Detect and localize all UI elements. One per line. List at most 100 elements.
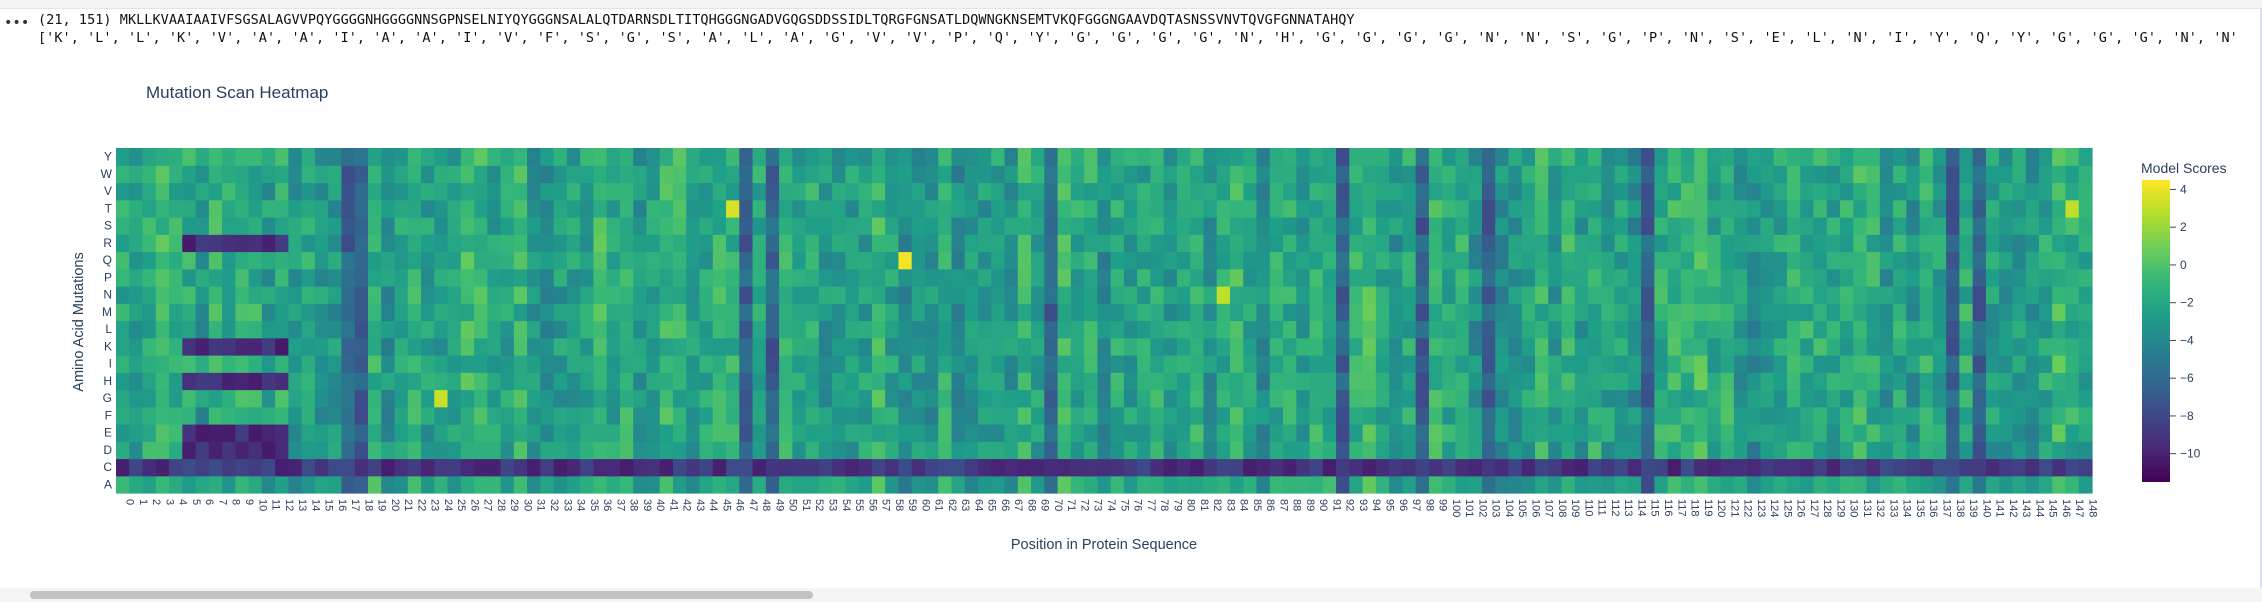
heatmap-cell [805,268,820,287]
heatmap-cell [1375,251,1390,270]
heatmap-cell [1389,165,1403,184]
heatmap-cell [1932,199,1947,218]
heatmap-cell [261,303,276,322]
heatmap-cell [832,199,846,218]
heatmap-cell [1946,182,1960,201]
heatmap-cell [1972,268,1987,287]
heatmap-cell [1349,217,1364,235]
heatmap-cell [1110,458,1125,477]
heatmap-cell [1906,320,1921,339]
heatmap-cell [1256,199,1271,218]
heatmap-cell [739,182,754,201]
heatmap-cell [1694,286,1709,304]
y-tick-label: G [103,391,112,405]
x-tick-label: 72 [1078,499,1090,511]
heatmap-cell [1561,286,1576,304]
heatmap-cell [1919,337,1934,356]
x-tick-label: 76 [1132,499,1144,511]
heatmap-cell [434,389,449,408]
heatmap-cell [116,286,130,304]
heatmap-cell [1442,303,1457,322]
heatmap-cell [1495,372,1510,391]
heatmap-cell [1296,199,1311,218]
heatmap-cell [1455,268,1470,287]
heatmap-cell [1031,165,1045,184]
heatmap-cell [1946,217,1960,235]
heatmap-cell [1176,372,1191,391]
heatmap-cell [1773,165,1788,184]
heatmap-cell [1044,286,1059,304]
heatmap-cell [1840,234,1854,253]
heatmap-cell [1229,303,1244,322]
heatmap-cell [1786,372,1801,391]
x-tick-label: 21 [402,499,414,511]
heatmap-cell [1031,286,1045,304]
heatmap-cell [858,268,873,287]
heatmap-cell [367,337,382,356]
heatmap-cell [1495,389,1510,408]
heatmap-cell [1084,406,1098,425]
heatmap-cell [2052,406,2067,425]
heatmap-cell [500,389,515,408]
heatmap-cell [805,217,820,235]
heatmap-cell [911,234,926,253]
heatmap-cell [566,199,581,218]
heatmap-cell [1349,148,1364,166]
heatmap-cell [898,424,913,442]
x-tick-label: 138 [1954,499,1966,517]
heatmap-cell [619,303,634,322]
heatmap-cell [1309,286,1324,304]
heatmap-cell [1203,424,1218,442]
heatmap-cell [911,199,926,218]
heatmap-cell [1588,199,1602,218]
heatmap-cell [1455,286,1470,304]
heatmap-cell [1760,268,1775,287]
heatmap-cell [235,441,250,460]
heatmap-cell [235,165,250,184]
heatmap-cell [1269,406,1284,425]
heatmap-cell [2025,268,2040,287]
heatmap-cell [1985,234,2000,253]
heatmap-cell [1468,251,1483,270]
heatmap-cell [792,389,807,408]
heatmap-cell [1004,337,1019,356]
heatmap-cell [222,475,236,494]
heatmap-cell [1959,355,1974,373]
heatmap-cell [672,303,687,322]
horizontal-scrollbar-thumb[interactable] [30,591,813,599]
heatmap-cell [116,389,130,408]
heatmap-cell [407,355,422,373]
heatmap-cell [619,199,634,218]
heatmap-cell [460,199,475,218]
heatmap-cell [116,148,130,166]
heatmap-cell [871,320,886,339]
heatmap-cell [1150,337,1165,356]
heatmap-cell [1044,303,1059,322]
heatmap-cell [1946,458,1960,477]
heatmap-cell [1866,148,1881,166]
heatmap-cell [1667,424,1682,442]
heatmap-cell [235,372,250,391]
heatmap-cell [1203,251,1218,270]
heatmap-cell [208,148,223,166]
heatmap-cell [1707,251,1722,270]
heatmap-cell [1415,234,1430,253]
heatmap-cell [951,148,966,166]
heatmap-cell [619,234,634,253]
heatmap-cell [1216,234,1231,253]
heatmap-cell [1548,182,1563,201]
heatmap-cell [1163,458,1178,477]
heatmap-cell [474,320,488,339]
heatmap-cell [792,303,807,322]
heatmap-cell [566,475,581,494]
heatmap-cell [1946,286,1960,304]
heatmap-cell [1999,355,2014,373]
heatmap-cell [169,355,183,373]
heatmap-cell [460,165,475,184]
heatmap-cell [1654,355,1669,373]
heatmap-cell [1044,268,1059,287]
heatmap-cell [1694,199,1709,218]
heatmap-cell [1919,458,1934,477]
heatmap-cell [1521,372,1536,391]
output-collapse-icon[interactable]: ••• [4,15,30,31]
